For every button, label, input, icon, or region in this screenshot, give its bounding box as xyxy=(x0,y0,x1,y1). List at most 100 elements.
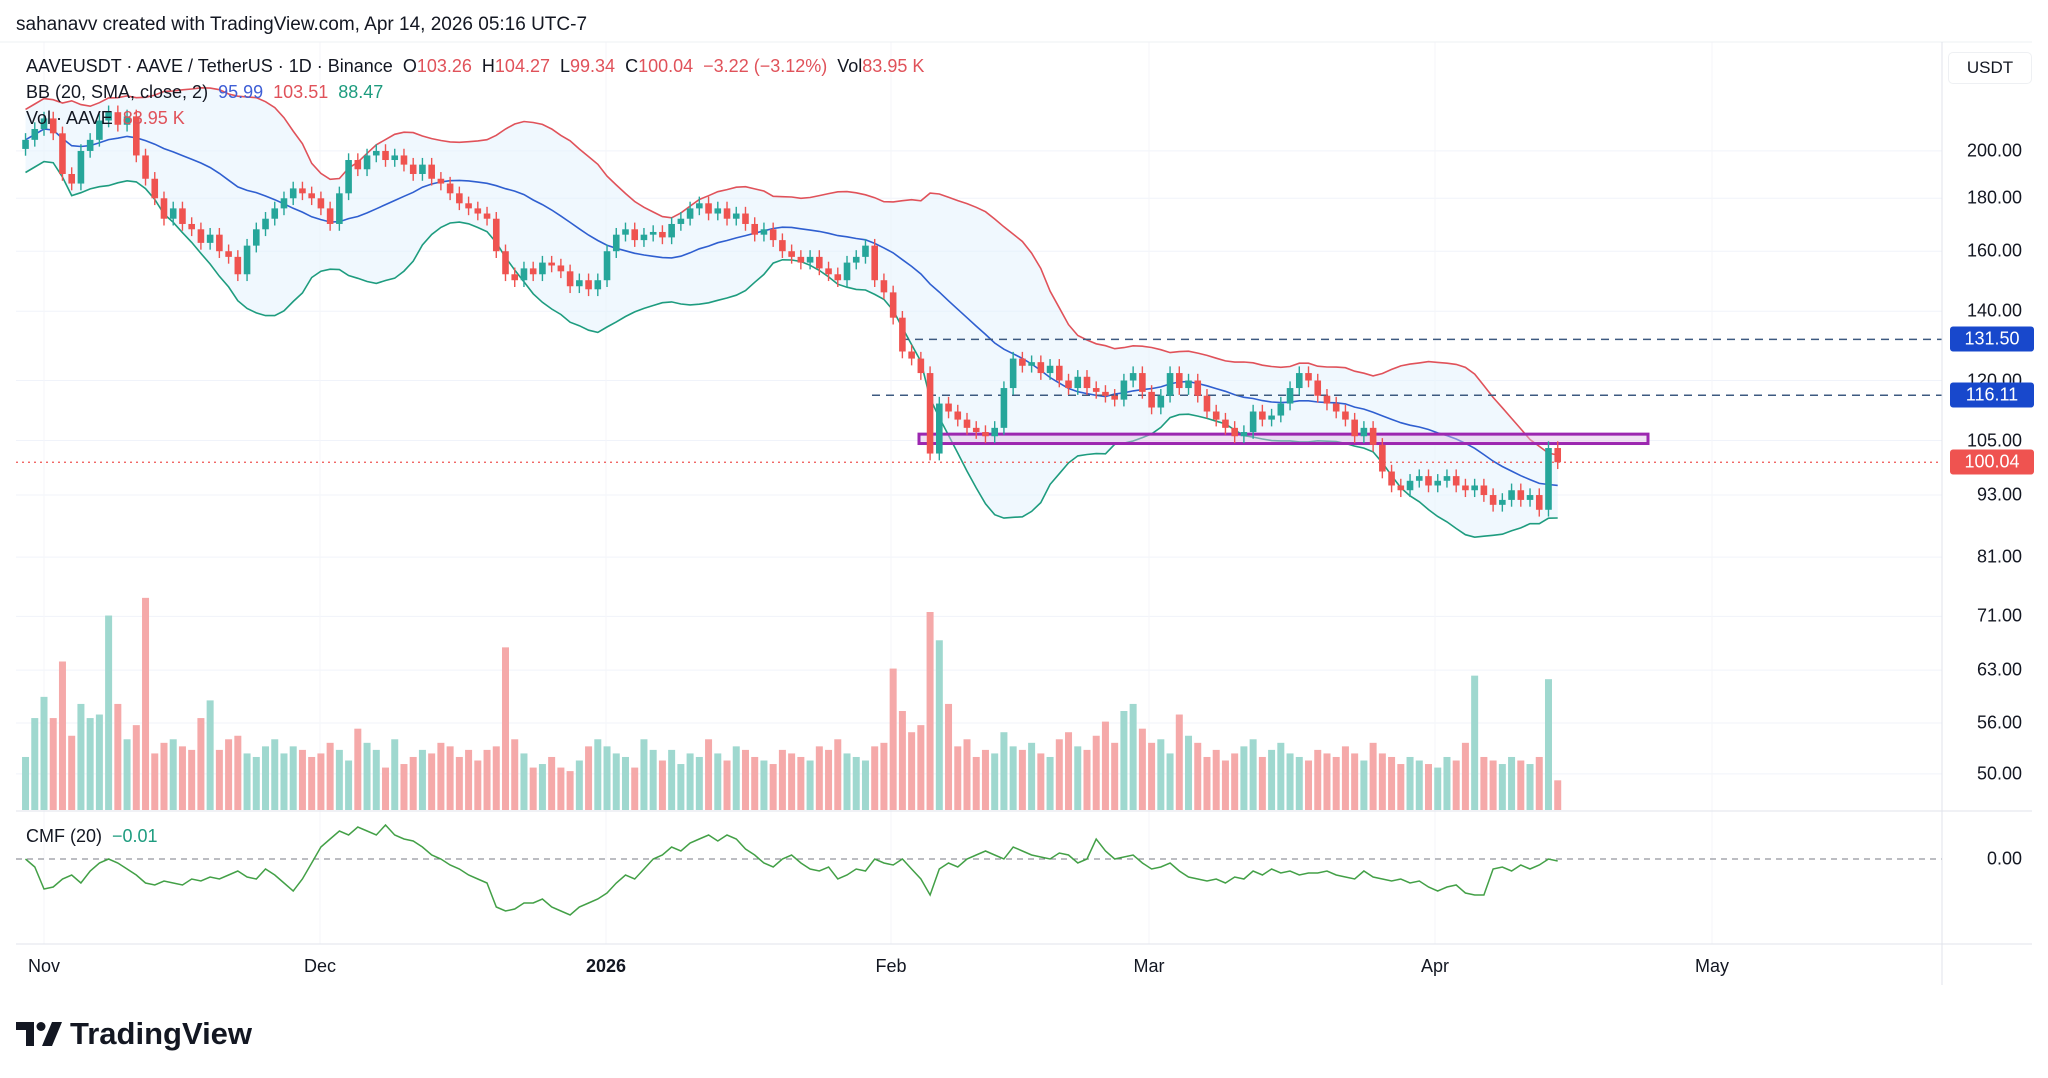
volume-bar xyxy=(1092,735,1100,810)
volume-bar xyxy=(981,749,989,810)
candle xyxy=(1019,351,1026,373)
volume-bar xyxy=(1286,753,1294,810)
volume-bar xyxy=(963,739,971,810)
candle-body xyxy=(1369,427,1377,445)
candle-body xyxy=(317,198,325,209)
bb-label[interactable]: BB (20, SMA, close, 2) xyxy=(26,82,209,102)
volume-bar xyxy=(1443,756,1451,810)
candle-body xyxy=(123,116,131,125)
candle xyxy=(456,186,463,211)
candle xyxy=(640,227,648,247)
candle xyxy=(1240,425,1248,444)
candle-body xyxy=(1425,476,1432,486)
candle xyxy=(169,201,177,226)
cmf-label[interactable]: CMF (20) xyxy=(26,826,102,846)
volume-bar xyxy=(935,640,943,810)
candle-body xyxy=(1314,380,1322,396)
candle xyxy=(705,196,712,221)
volume-bar xyxy=(1369,742,1377,810)
candle xyxy=(1406,474,1414,498)
candle-body xyxy=(1277,403,1285,416)
candle-body xyxy=(216,234,223,252)
candle-body xyxy=(308,193,315,199)
candle xyxy=(1037,355,1045,380)
vol-label: Vol xyxy=(837,56,863,76)
volume-bar xyxy=(437,742,445,810)
candle-body xyxy=(1517,490,1525,500)
currency-unit-button[interactable]: USDT xyxy=(1948,52,2032,84)
candle xyxy=(649,225,657,242)
candle-body xyxy=(372,150,380,156)
volume-bar xyxy=(391,739,399,810)
candle xyxy=(548,255,555,273)
date-label-nov: Nov xyxy=(27,956,61,976)
volume-bar xyxy=(317,753,325,810)
volume-bar xyxy=(280,753,288,810)
candle-body xyxy=(1415,476,1423,481)
volume-bar xyxy=(788,753,796,810)
volume-bar xyxy=(871,746,879,810)
candle xyxy=(1231,421,1238,444)
volume-label[interactable]: Vol · AAVE xyxy=(26,108,113,128)
candle-body xyxy=(511,274,519,281)
level-tag-116: 116.11 xyxy=(1950,382,2034,408)
candle xyxy=(954,404,962,427)
candle xyxy=(511,267,519,288)
candle-body xyxy=(779,240,786,252)
volume-bar xyxy=(197,718,205,810)
volume-bar xyxy=(1111,742,1119,810)
candle-body xyxy=(862,245,869,257)
candle xyxy=(243,238,251,282)
candle xyxy=(880,273,888,300)
candle-body xyxy=(456,193,463,204)
volume-bar xyxy=(1360,760,1368,810)
candle xyxy=(1212,404,1220,427)
candle xyxy=(585,273,592,297)
volume-bar xyxy=(1258,756,1266,810)
candle-body xyxy=(926,373,934,454)
candle-body xyxy=(22,139,29,149)
candle-body xyxy=(1231,427,1238,437)
candle xyxy=(806,250,814,270)
candle xyxy=(751,217,759,242)
volume-bar xyxy=(58,661,66,810)
candle xyxy=(326,201,334,231)
open-value: 103.26 xyxy=(416,56,472,76)
candle xyxy=(520,261,528,288)
candle-body xyxy=(603,251,611,281)
candle-body xyxy=(502,251,509,275)
candle-body xyxy=(1212,411,1220,420)
candle xyxy=(160,191,168,226)
candle xyxy=(308,186,315,206)
candle-body xyxy=(714,208,722,214)
date-label-apr: Apr xyxy=(1420,956,1450,976)
candle-body xyxy=(391,155,399,161)
candle xyxy=(797,250,805,270)
candle xyxy=(1545,441,1552,517)
volume-bar xyxy=(1397,764,1405,810)
candle-body xyxy=(1452,476,1460,486)
volume-bar xyxy=(908,732,916,810)
candle xyxy=(151,172,159,206)
volume-bar xyxy=(446,746,454,810)
candle xyxy=(834,267,842,288)
low-label: L xyxy=(560,56,571,76)
candle-body xyxy=(825,268,832,275)
tradingview-logo[interactable]: TradingView xyxy=(16,1016,252,1052)
cmf-legend: CMF (20) −0.01 xyxy=(26,826,158,847)
symbol-name[interactable]: AAVEUSDT · AAVE / TetherUS · 1D · Binanc… xyxy=(26,56,393,76)
candle xyxy=(49,111,57,141)
candle-body xyxy=(594,280,602,290)
volume-legend: Vol · AAVE 83.95 K xyxy=(26,108,185,129)
volume-bar xyxy=(372,749,380,810)
candle xyxy=(1452,469,1460,493)
candle xyxy=(86,133,94,158)
candle xyxy=(1526,488,1534,507)
volume-bar xyxy=(861,760,869,810)
volume-bar xyxy=(548,756,556,810)
candle xyxy=(354,153,362,177)
volume-bar xyxy=(843,753,851,810)
cmf-value: −0.01 xyxy=(112,826,158,846)
volume-bar xyxy=(409,756,417,810)
